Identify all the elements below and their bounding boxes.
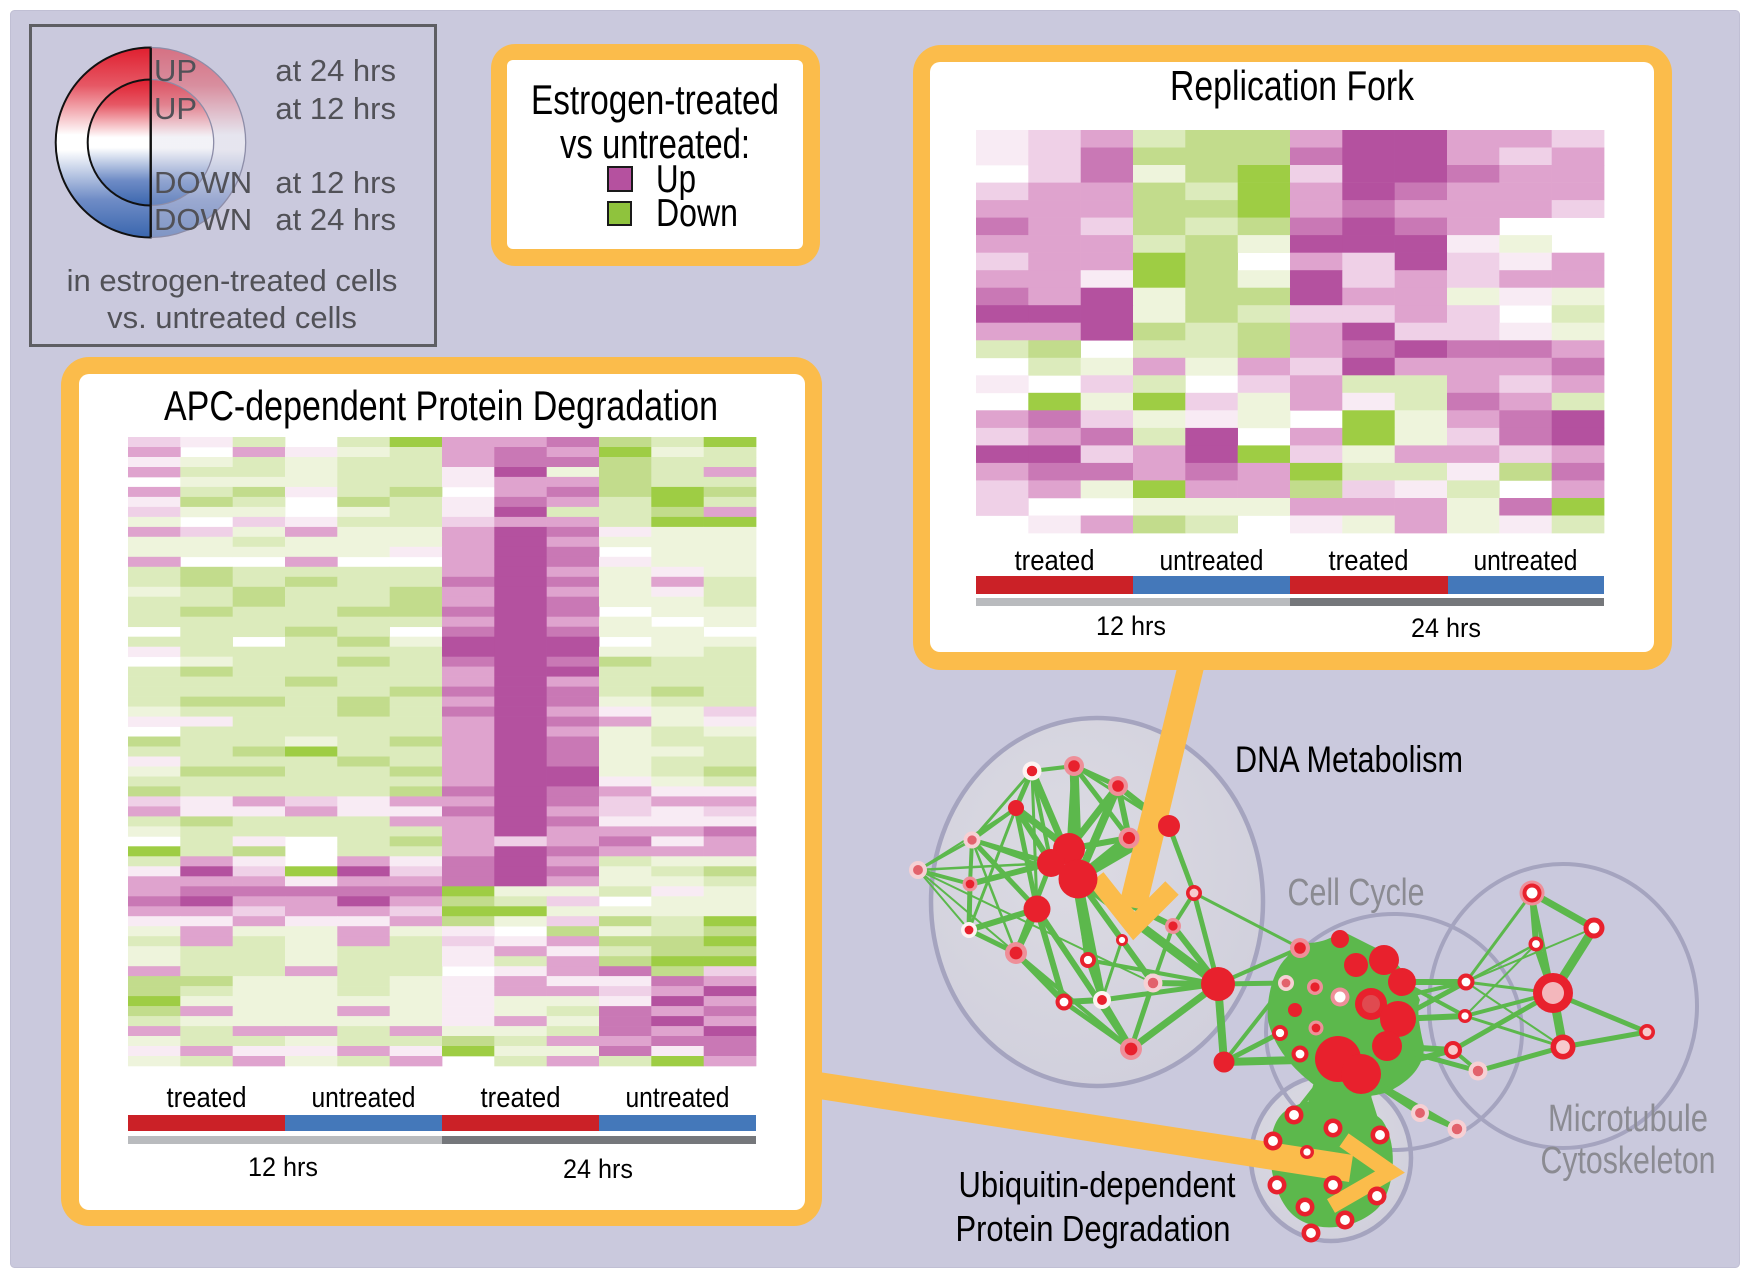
svg-text:at 24 hrs: at 24 hrs <box>275 53 396 88</box>
svg-text:APC-dependent Protein Degradat: APC-dependent Protein Degradation <box>164 382 718 429</box>
svg-text:at 12 hrs: at 12 hrs <box>275 91 396 126</box>
svg-text:untreated: untreated <box>312 1082 416 1114</box>
svg-text:UP: UP <box>154 91 197 126</box>
svg-text:vs. untreated cells: vs. untreated cells <box>107 300 357 335</box>
svg-text:DNA Metabolism: DNA Metabolism <box>1235 739 1463 780</box>
svg-text:24 hrs: 24 hrs <box>563 1154 633 1184</box>
svg-text:Estrogen-treated: Estrogen-treated <box>531 76 779 123</box>
svg-text:Down: Down <box>656 192 738 235</box>
svg-text:treated: treated <box>1329 545 1409 577</box>
svg-text:treated: treated <box>481 1082 561 1114</box>
svg-text:24 hrs: 24 hrs <box>1411 613 1481 643</box>
svg-text:untreated: untreated <box>626 1082 730 1114</box>
svg-text:Ubiquitin-dependent: Ubiquitin-dependent <box>959 1164 1236 1205</box>
svg-text:untreated: untreated <box>1160 545 1264 577</box>
svg-text:DOWN: DOWN <box>154 202 252 237</box>
svg-text:at 24 hrs: at 24 hrs <box>275 202 396 237</box>
svg-text:UP: UP <box>154 53 197 88</box>
svg-text:at 12 hrs: at 12 hrs <box>275 165 396 200</box>
svg-text:vs untreated:: vs untreated: <box>560 120 750 167</box>
svg-text:12 hrs: 12 hrs <box>248 1152 318 1182</box>
svg-text:Cytoskeleton: Cytoskeleton <box>1541 1140 1716 1182</box>
svg-text:Protein Degradation: Protein Degradation <box>956 1208 1231 1249</box>
svg-text:12 hrs: 12 hrs <box>1096 611 1166 641</box>
svg-text:treated: treated <box>1015 545 1095 577</box>
svg-text:in estrogen-treated cells: in estrogen-treated cells <box>67 263 398 298</box>
svg-text:DOWN: DOWN <box>154 165 252 200</box>
svg-text:Microtubule: Microtubule <box>1548 1098 1708 1140</box>
svg-text:Replication Fork: Replication Fork <box>1170 62 1415 109</box>
svg-text:treated: treated <box>167 1082 247 1114</box>
svg-text:Up: Up <box>656 158 696 201</box>
svg-text:Cell Cycle: Cell Cycle <box>1288 872 1425 914</box>
svg-text:untreated: untreated <box>1474 545 1578 577</box>
